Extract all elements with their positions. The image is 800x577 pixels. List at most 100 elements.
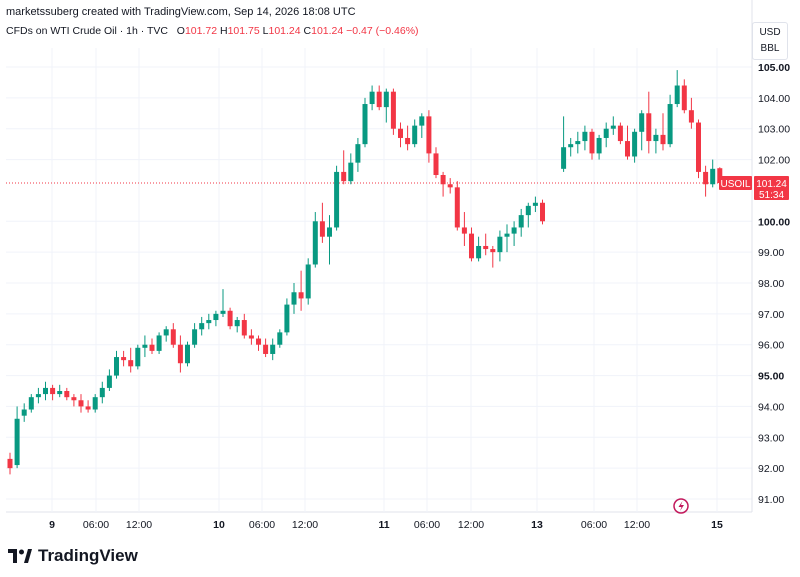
candle [21,403,27,422]
candle [426,110,432,163]
price-tick-label: 105.00 [758,62,790,74]
unit-label: BBL [760,43,780,54]
low-label: L [262,25,269,37]
candle [99,381,105,404]
close-label: C [303,25,312,37]
candle [625,125,630,160]
candle [660,113,666,151]
candle [14,406,20,469]
price-tick-label: 92.00 [758,463,784,475]
candle [603,122,609,148]
candle [298,270,304,311]
time-tick-label: 06:00 [581,519,607,531]
price-tick-label: 96.00 [758,340,784,352]
candle [483,233,489,256]
countdown-label: 51:34 [759,190,784,201]
price-tick-label: 91.00 [758,494,784,506]
candle [419,113,425,138]
candle [305,258,311,305]
candle [639,110,645,151]
candle [327,215,332,265]
candle [632,128,638,163]
candle [85,400,91,413]
time-tick-label: 06:00 [414,519,440,531]
candle [106,369,112,391]
open-value: 101.72 [184,25,218,37]
candle [121,350,127,367]
close-value: 101.24 [311,25,344,37]
price-tick-label: 103.00 [758,124,790,136]
candle [355,137,361,172]
current-symbol: USOIL [720,179,750,190]
instrument-label[interactable]: CFDs on WTI Crude Oil · 1h · TVC [6,25,169,37]
candle [476,236,482,262]
price-tick-label: 100.00 [758,216,790,228]
price-tick-label: 93.00 [758,432,784,444]
current-price-tag: USOIL 101.24 51:34 [719,176,789,201]
candle [92,394,98,413]
candle [185,341,190,367]
candle [170,323,176,348]
candle [568,137,574,157]
candle [696,119,701,179]
candle [561,116,567,172]
candle [291,283,297,314]
candle [383,88,389,123]
candle [667,94,673,148]
candle [454,181,460,231]
change-value: −0.47 (−0.46%) [346,25,419,37]
time-tick-label: 12:00 [624,519,650,531]
candle [341,150,347,185]
candle [469,227,474,262]
high-label: H [220,25,228,37]
candle [277,329,283,348]
candle [518,208,524,237]
candle [369,85,375,111]
candle [270,338,276,361]
candle [461,212,467,246]
candle [263,338,269,358]
price-tick-label: 102.00 [758,155,790,167]
candle [7,452,13,475]
candle [348,153,354,185]
high-value: 101.75 [227,25,260,37]
candle [710,159,716,188]
candle [114,350,119,379]
candle [532,196,538,213]
candle [433,147,439,179]
time-tick-label: 13 [531,519,543,531]
candles [7,70,723,475]
candle [234,316,240,333]
candle [71,394,77,407]
open-label: O [176,25,185,37]
candle [390,88,396,135]
candle [128,347,134,373]
candle [398,122,403,148]
currency-label: USD [759,27,781,38]
candle [674,70,680,108]
unit-selector[interactable]: USD BBL [752,22,788,60]
candle [646,91,652,154]
candle [312,212,318,268]
time-axis[interactable]: 9 06:00 12:00 10 06:00 12:00 11 06:00 12:00 13 06:… [49,519,723,531]
lightning-icon[interactable] [673,498,689,514]
tradingview-mark-icon [8,549,32,563]
candle [241,313,247,339]
candle [504,224,510,253]
candle [688,97,694,129]
candle [405,125,411,151]
candle [192,323,198,348]
current-price-label: 101.24 [756,179,787,190]
candle [142,335,148,358]
candle [582,125,588,151]
candle [135,344,141,370]
candle [43,381,48,401]
price-tick-label: 104.00 [758,93,790,105]
ohlc-legend: CFDs on WTI Crude Oil · 1h · TVC O101.72… [6,25,419,37]
grid [6,0,753,513]
price-axis[interactable]: 105.00 104.00 103.00 102.00 100.00 99.00 98.00… [758,62,790,506]
tradingview-logo[interactable]: TradingView [8,546,138,566]
time-tick-label: 10 [213,519,225,531]
candle [653,128,659,154]
